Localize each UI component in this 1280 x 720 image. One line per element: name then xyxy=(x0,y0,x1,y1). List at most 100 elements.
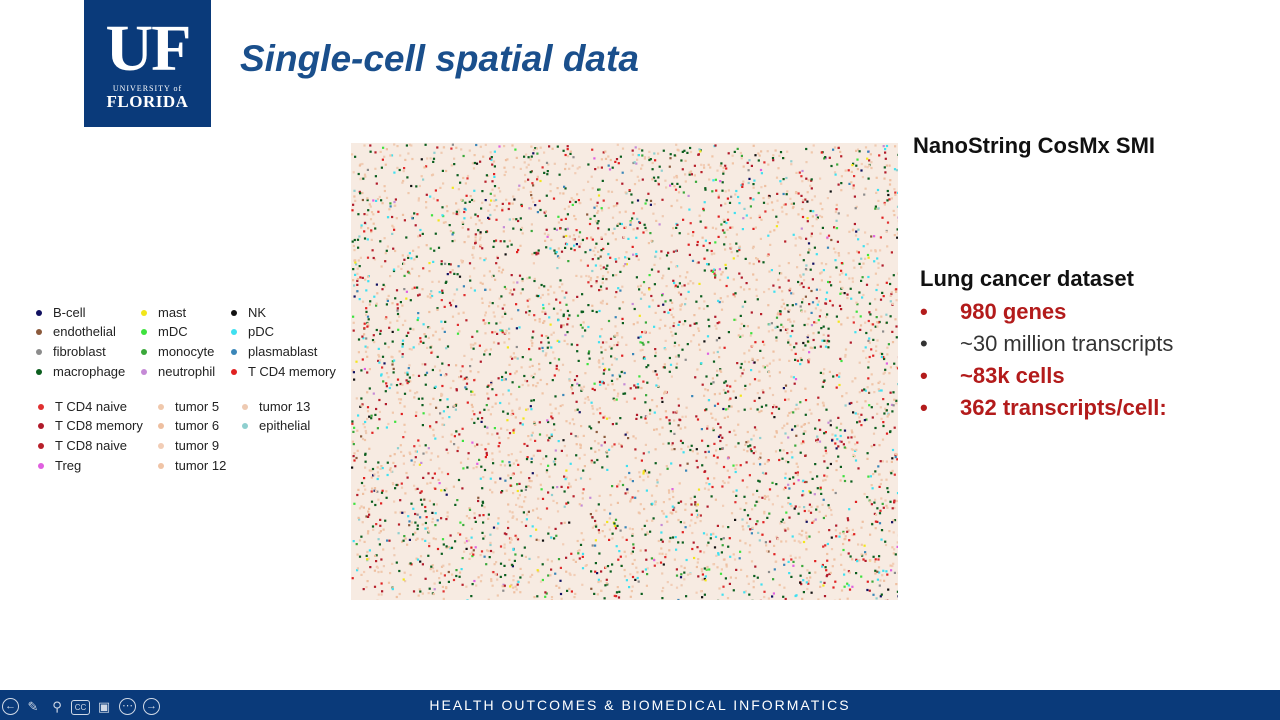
cell-point xyxy=(775,405,778,409)
cell-point xyxy=(815,253,818,256)
cell-point xyxy=(432,157,436,160)
cell-point xyxy=(418,463,421,466)
legend-dot xyxy=(36,368,42,375)
cell-point xyxy=(623,383,626,386)
cell-point xyxy=(845,392,848,395)
cell-point xyxy=(763,472,766,476)
cell-point xyxy=(402,436,405,439)
cell-point xyxy=(494,278,497,281)
cell-point xyxy=(437,478,440,481)
cell-point xyxy=(862,558,865,561)
cell-point xyxy=(547,420,550,424)
zoom-icon[interactable]: ⚲ xyxy=(52,699,62,714)
cell-point xyxy=(510,453,513,456)
arrow-right-icon[interactable]: → xyxy=(143,698,160,715)
cell-point xyxy=(446,345,450,348)
cell-point xyxy=(367,515,370,518)
cell-point xyxy=(721,485,724,488)
cell-point xyxy=(519,576,522,579)
cell-point xyxy=(806,569,809,572)
video-icon[interactable]: ▣ xyxy=(97,699,111,714)
cell-point xyxy=(368,368,371,371)
cell-point xyxy=(402,170,405,173)
cell-point xyxy=(842,443,845,446)
cell-point xyxy=(870,166,873,170)
cell-point xyxy=(371,525,375,528)
cell-point xyxy=(619,289,622,292)
cell-point xyxy=(479,477,482,480)
cell-point xyxy=(819,488,822,491)
stat-genes: • 980 genes xyxy=(920,297,1173,329)
cell-point xyxy=(451,269,454,272)
cell-point xyxy=(763,366,766,369)
cell-point xyxy=(641,570,644,573)
more-icon[interactable]: ⋯ xyxy=(119,698,136,715)
cell-point xyxy=(555,534,558,537)
cell-point xyxy=(569,462,572,465)
cell-point xyxy=(399,499,402,502)
cell-point xyxy=(549,574,552,577)
cell-point xyxy=(384,260,387,263)
cell-point xyxy=(740,568,743,571)
cell-point xyxy=(651,502,654,505)
cell-point xyxy=(506,428,509,432)
cell-point xyxy=(858,361,861,364)
cell-point xyxy=(799,451,802,454)
cell-point xyxy=(842,530,845,533)
cell-point xyxy=(631,496,634,499)
cell-point xyxy=(678,232,681,235)
cell-point xyxy=(624,433,627,436)
cell-point xyxy=(546,235,549,238)
cell-point xyxy=(490,383,493,386)
cell-point xyxy=(750,438,753,441)
cell-point xyxy=(687,194,690,197)
cell-point xyxy=(877,566,881,569)
cell-point xyxy=(813,346,816,349)
arrow-left-icon[interactable]: ← xyxy=(2,698,19,715)
cell-point xyxy=(504,552,507,555)
cell-point xyxy=(642,380,645,383)
cell-point xyxy=(481,247,484,250)
cell-point xyxy=(653,283,656,286)
cell-point xyxy=(631,528,634,531)
cell-point xyxy=(867,275,870,279)
cell-point xyxy=(355,360,358,363)
cell-point xyxy=(454,408,457,411)
cell-point xyxy=(392,268,396,271)
cell-point xyxy=(712,360,716,363)
cell-point xyxy=(661,426,664,429)
cell-point xyxy=(746,514,750,517)
cell-point xyxy=(455,202,458,205)
cell-point xyxy=(412,533,415,536)
cell-point xyxy=(359,163,362,166)
cell-point xyxy=(440,572,443,575)
cell-point xyxy=(648,274,651,277)
cell-point xyxy=(821,503,824,506)
cell-point xyxy=(407,380,410,383)
cell-point xyxy=(380,593,383,596)
cell-point xyxy=(785,176,788,180)
cell-point xyxy=(545,161,549,164)
cell-point xyxy=(757,500,760,503)
cell-point xyxy=(390,154,394,157)
pen-icon[interactable]: ✎ xyxy=(27,699,39,714)
cell-point xyxy=(418,234,422,237)
cell-point xyxy=(670,234,673,237)
cell-point xyxy=(434,232,437,235)
cell-point xyxy=(798,556,801,559)
cell-point xyxy=(380,265,383,268)
captions-icon[interactable]: CC xyxy=(71,700,90,715)
cell-point xyxy=(616,524,619,527)
cell-point xyxy=(868,311,871,314)
cell-point xyxy=(702,209,705,212)
cell-point xyxy=(647,475,650,478)
cell-point xyxy=(890,569,893,572)
cell-point xyxy=(824,446,827,449)
cell-point xyxy=(870,348,873,351)
cell-point xyxy=(786,190,789,193)
cell-point xyxy=(630,590,633,593)
cell-point xyxy=(545,383,549,386)
cell-point xyxy=(802,341,805,345)
cell-point xyxy=(639,549,642,552)
cell-point xyxy=(840,323,843,326)
